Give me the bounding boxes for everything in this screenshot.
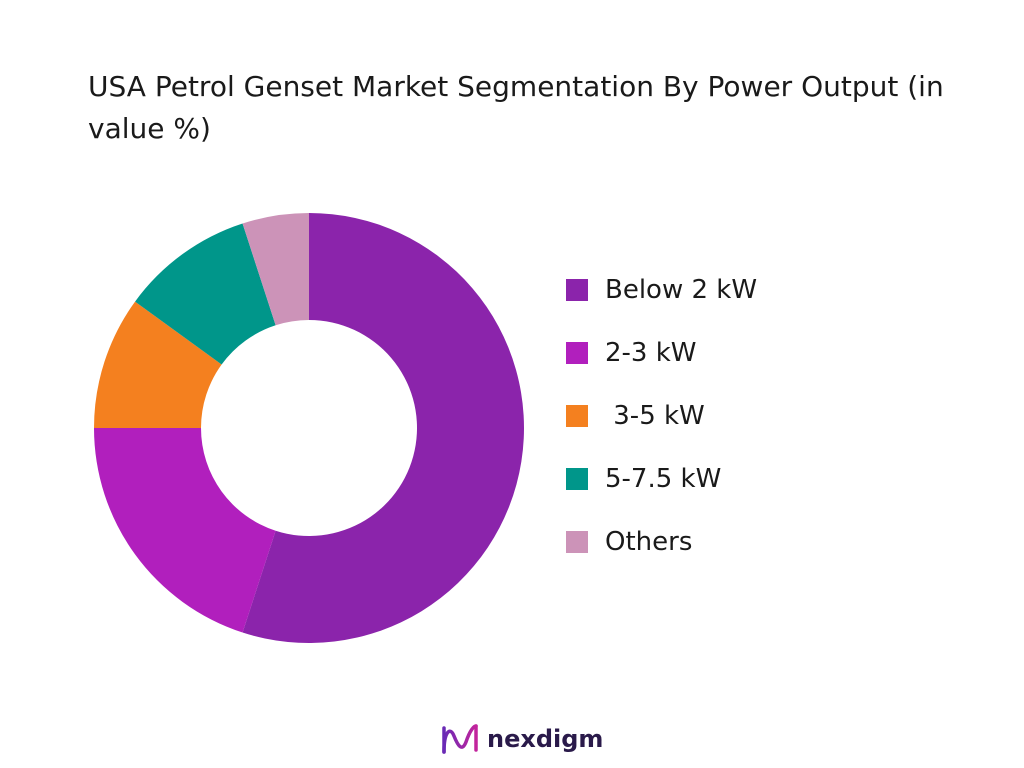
brand-name: nexdigm — [487, 725, 604, 753]
legend-item: 2-3 kW — [566, 321, 757, 384]
legend-label: 2-3 kW — [605, 337, 697, 368]
donut-slice-below-2-kw — [242, 213, 524, 643]
legend-item: 5-7.5 kW — [566, 447, 757, 510]
chart-legend: Below 2 kW 2-3 kW 3-5 kW 5-7.5 kW Others — [566, 258, 757, 573]
donut-slice-5-7-5-kw — [135, 223, 276, 365]
legend-item: 3-5 kW — [566, 384, 757, 447]
legend-swatch — [566, 404, 588, 427]
legend-label: Below 2 kW — [605, 274, 758, 305]
legend-swatch — [566, 530, 588, 553]
brand-logo: nexdigm — [441, 722, 603, 756]
legend-label: 5-7.5 kW — [605, 463, 722, 494]
donut-slice-3-5-kw — [94, 301, 222, 428]
donut-slice-others — [242, 213, 309, 326]
nexdigm-wave-icon — [442, 724, 478, 754]
legend-item: Others — [566, 510, 757, 573]
donut-slice-2-3-kw — [94, 428, 276, 633]
chart-title: USA Petrol Genset Market Segmentation By… — [88, 70, 944, 145]
legend-label: Others — [605, 526, 693, 557]
legend-swatch — [566, 278, 588, 301]
legend-item: Below 2 kW — [566, 258, 757, 321]
legend-swatch — [566, 341, 588, 364]
legend-swatch — [566, 467, 588, 490]
legend-label: 3-5 kW — [605, 400, 705, 431]
